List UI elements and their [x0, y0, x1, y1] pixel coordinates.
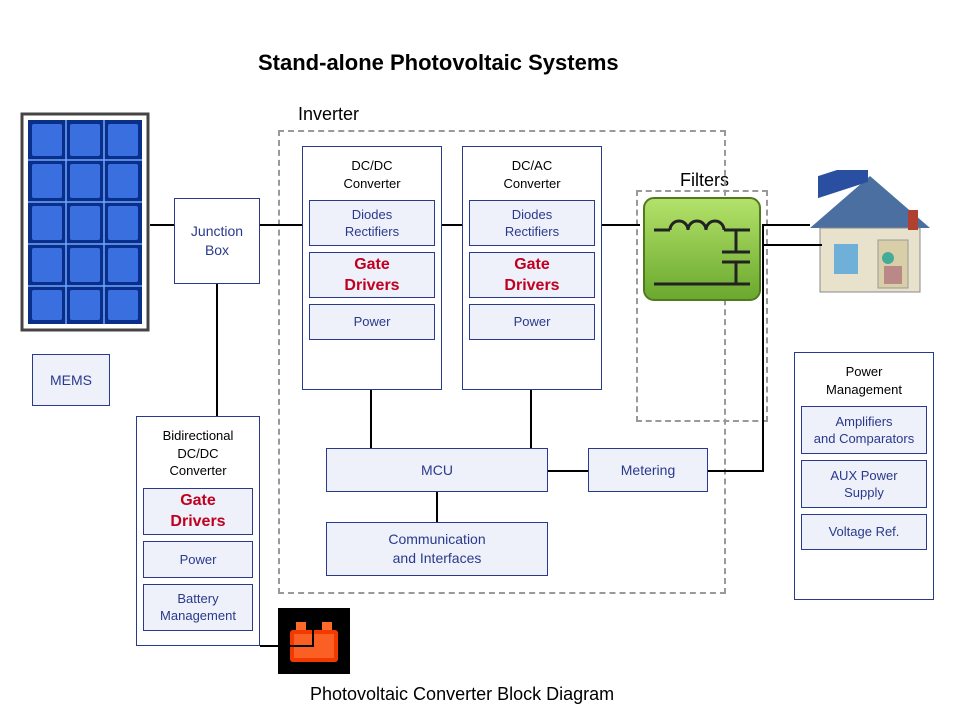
metering-label: Metering [621, 461, 675, 480]
mcu-label: MCU [421, 461, 453, 480]
pm-sub-2: Voltage Ref. [801, 514, 927, 550]
dcdc-sub-1: Gate Drivers [309, 252, 435, 298]
connector [762, 244, 822, 246]
connector [436, 492, 438, 522]
connector [260, 645, 314, 647]
pm-sub-1: AUX Power Supply [801, 460, 927, 508]
comm-block: Communication and Interfaces [326, 522, 548, 576]
connector [442, 224, 462, 226]
pm-sub-0: Amplifiers and Comparators [801, 406, 927, 454]
inverter-label: Inverter [298, 104, 359, 125]
dcac-sub-1: Gate Drivers [469, 252, 595, 298]
dcdc-sub-2: Power [309, 304, 435, 340]
dcac-sub-0: Diodes Rectifiers [469, 200, 595, 246]
connector [370, 390, 372, 448]
pm-title: Power Management [826, 363, 902, 398]
connector [762, 224, 764, 472]
dcac-title: DC/AC Converter [503, 157, 560, 192]
dcdc-sub-0: Diodes Rectifiers [309, 200, 435, 246]
connector [764, 224, 810, 226]
dcac-sub-2: Power [469, 304, 595, 340]
connector [260, 224, 302, 226]
connector [312, 608, 314, 646]
dcac-converter-block: DC/AC Converter Diodes Rectifiers Gate Dri… [462, 146, 602, 390]
mems-block: MEMS [32, 354, 110, 406]
connector [216, 284, 218, 416]
connector [150, 224, 174, 226]
connector [708, 470, 764, 472]
solar-panel-icon [20, 112, 150, 332]
connector [530, 390, 532, 448]
bidir-sub-0: Gate Drivers [143, 488, 253, 535]
bidir-title: Bidirectional DC/DC Converter [163, 427, 234, 480]
bidir-sub-1: Power [143, 541, 253, 578]
lc-filter-icon [640, 194, 764, 304]
mcu-block: MCU [326, 448, 548, 492]
dcdc-converter-block: DC/DC Converter Diodes Rectifiers Gate Dri… [302, 146, 442, 390]
junction-box-label: Junction Box [191, 222, 243, 260]
diagram-caption: Photovoltaic Converter Block Diagram [310, 684, 614, 705]
bidir-sub-2: Battery Management [143, 584, 253, 631]
bidir-converter-block: Bidirectional DC/DC Converter Gate Driver… [136, 416, 260, 646]
connector [548, 470, 588, 472]
connector [602, 224, 640, 226]
battery-icon [278, 608, 350, 674]
diagram-title: Stand-alone Photovoltaic Systems [258, 50, 619, 76]
junction-box-block: Junction Box [174, 198, 260, 284]
power-mgmt-block: Power Management Amplifiers and Comparato… [794, 352, 934, 600]
dcdc-title: DC/DC Converter [343, 157, 400, 192]
metering-block: Metering [588, 448, 708, 492]
comm-label: Communication and Interfaces [388, 530, 485, 568]
mems-label: MEMS [50, 371, 92, 390]
house-icon [800, 170, 940, 300]
